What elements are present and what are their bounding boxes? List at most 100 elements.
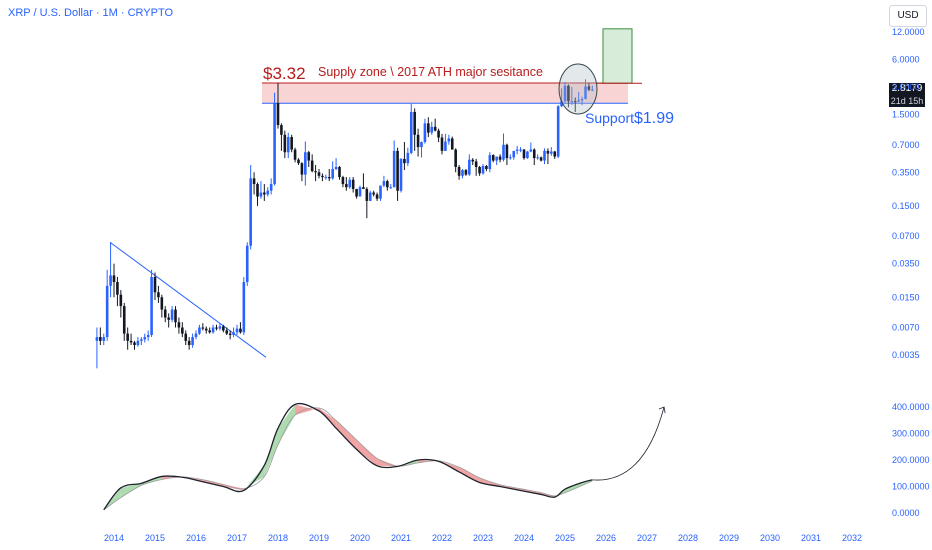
candle [293, 147, 297, 163]
price-tick-label: 0.7000 [892, 140, 920, 150]
candle-body [365, 188, 369, 201]
candle [215, 324, 218, 331]
candle [358, 185, 362, 197]
candle-body [157, 292, 160, 298]
price-axis[interactable]: 12.0000 6.0000 3.0000 1.5000 0.7000 0.3500 0.1… [892, 27, 925, 360]
candle [321, 173, 324, 182]
candle-body [266, 190, 270, 195]
candle [560, 88, 563, 108]
candle [461, 168, 464, 179]
candle [126, 327, 129, 350]
candle [368, 190, 372, 201]
candle-body [461, 170, 464, 176]
candle-body [444, 141, 447, 151]
candle-body [122, 306, 126, 334]
candle-body [280, 125, 283, 135]
candle-body [502, 144, 505, 160]
candle [423, 118, 427, 144]
candle [409, 103, 413, 155]
candle-body [573, 101, 577, 103]
candle-body [368, 192, 372, 201]
candle-body [133, 342, 136, 346]
candle [355, 188, 358, 199]
candle [457, 165, 461, 180]
candle-body [324, 177, 328, 179]
candle-body [529, 149, 533, 152]
candle [116, 276, 119, 307]
candle [420, 141, 423, 158]
candle [191, 333, 194, 348]
candle [546, 148, 550, 165]
candle [198, 324, 201, 335]
candle-body [228, 333, 232, 335]
candle-body [307, 152, 311, 161]
candle-body [259, 192, 263, 197]
candle-body [184, 333, 188, 341]
candle-body [249, 178, 252, 246]
candle [146, 330, 150, 341]
supply-zone-label: Supply zone \ 2017 ATH major sesitance [318, 65, 543, 79]
annotation-layer: $3.32 Supply zone \ 2017 ATH major sesit… [263, 63, 674, 127]
price-tick-label: 6.0000 [892, 55, 920, 65]
candle [406, 147, 410, 166]
candle [495, 156, 498, 166]
price-tick-label: 0.0150 [892, 292, 920, 302]
candle [119, 290, 123, 318]
candle-body [276, 103, 280, 126]
oscillator-axis[interactable]: 400.0000 300.0000 200.0000 100.0000 0.0000 [892, 402, 930, 518]
candle-body [105, 285, 109, 338]
candle-body [474, 161, 478, 167]
candle [536, 154, 539, 160]
candle-body [567, 85, 570, 102]
candle-body [263, 192, 266, 195]
candle-body [286, 137, 290, 153]
candle [509, 154, 512, 160]
price-tick-label: 3.0000 [892, 82, 920, 92]
candle-body [358, 187, 362, 197]
price-tick-label: 1.5000 [892, 110, 920, 120]
candle [239, 322, 242, 334]
support-label: Support [585, 110, 634, 126]
candle-body [273, 103, 276, 185]
candle-body [522, 149, 526, 159]
time-tick-label: 2021 [391, 533, 411, 543]
time-tick-label: 2030 [760, 533, 780, 543]
candle-body [512, 150, 516, 158]
candle-body [187, 340, 191, 346]
candle-body [498, 156, 502, 160]
candle [444, 133, 447, 151]
candle [372, 190, 375, 197]
candle [488, 152, 492, 173]
candle-body [536, 157, 539, 159]
candle-body [129, 340, 133, 343]
candle [225, 327, 229, 335]
candle-body [447, 138, 451, 142]
candle [526, 150, 529, 159]
candle-body [242, 282, 246, 333]
candle-body [427, 123, 430, 133]
candle [573, 97, 577, 112]
candle-body [150, 276, 153, 335]
candle-body [208, 330, 211, 333]
candle [454, 148, 457, 173]
oscillator-fill [459, 467, 480, 483]
candle-body [153, 276, 157, 293]
time-axis[interactable]: 2014 2015 2016 2017 2018 2019 2020 2021 2022 2023… [104, 533, 862, 543]
oscillator-fill [377, 458, 398, 467]
price-tick-label: 12.0000 [892, 27, 925, 37]
candle-body [509, 157, 512, 159]
candle [478, 165, 481, 176]
candle [515, 145, 519, 155]
candle [345, 177, 348, 191]
candle-body [539, 157, 543, 161]
candle-body [409, 111, 413, 153]
projection-box [602, 28, 633, 84]
candle [327, 168, 331, 182]
candle-body [430, 126, 434, 133]
candle-body [481, 165, 485, 174]
currency-button[interactable]: USD [889, 5, 927, 27]
candle-body [454, 149, 457, 167]
candle [464, 168, 468, 176]
candle-body [245, 245, 249, 283]
